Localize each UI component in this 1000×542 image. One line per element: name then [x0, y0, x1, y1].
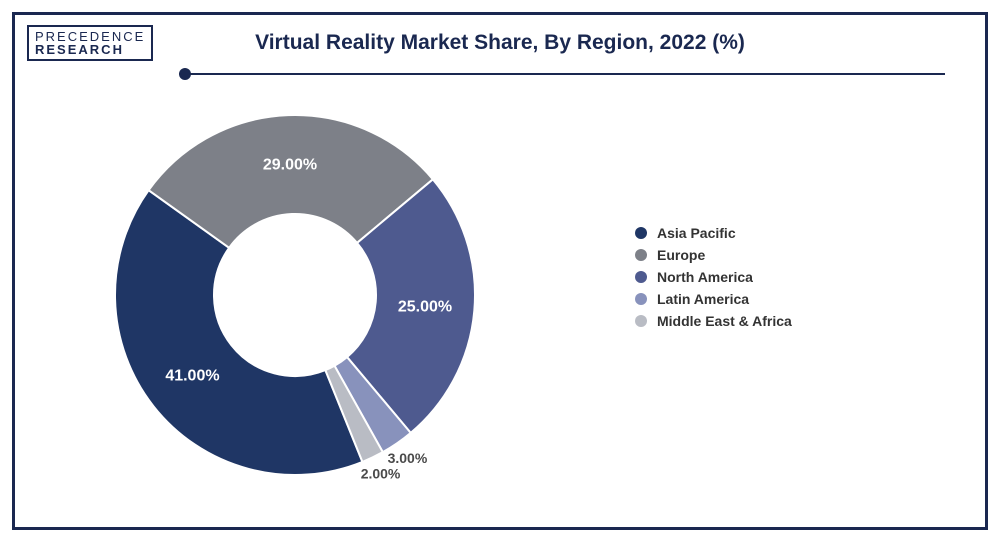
legend-swatch-icon — [635, 271, 647, 283]
legend-item: Latin America — [635, 291, 792, 307]
slice-value-label: 3.00% — [388, 450, 428, 466]
title-rule — [185, 73, 945, 75]
legend-item: Europe — [635, 247, 792, 263]
slice-value-label: 2.00% — [361, 466, 401, 482]
legend-swatch-icon — [635, 315, 647, 327]
legend-swatch-icon — [635, 293, 647, 305]
slice-value-label: 41.00% — [165, 368, 219, 385]
rule-dot-icon — [179, 68, 191, 80]
legend-swatch-icon — [635, 227, 647, 239]
legend-item: North America — [635, 269, 792, 285]
donut-chart: 41.00% 29.00% 25.00% 3.00%2.00% — [95, 95, 495, 495]
legend-swatch-icon — [635, 249, 647, 261]
legend-item: Asia Pacific — [635, 225, 792, 241]
donut-svg: 41.00% 29.00% 25.00% 3.00%2.00% — [95, 95, 495, 495]
slice-value-label: 25.00% — [398, 298, 452, 315]
legend: Asia Pacific Europe North America Latin Ame… — [635, 225, 792, 335]
rule-line — [185, 73, 945, 75]
chart-frame: PRECEDENCE RESEARCH Virtual Reality Mark… — [12, 12, 988, 530]
legend-label: Latin America — [657, 291, 749, 307]
chart-title: Virtual Reality Market Share, By Region,… — [15, 31, 985, 55]
legend-item: Middle East & Africa — [635, 313, 792, 329]
legend-label: Europe — [657, 247, 705, 263]
legend-label: North America — [657, 269, 753, 285]
slice-value-label: 29.00% — [263, 157, 317, 174]
legend-label: Asia Pacific — [657, 225, 736, 241]
legend-label: Middle East & Africa — [657, 313, 792, 329]
